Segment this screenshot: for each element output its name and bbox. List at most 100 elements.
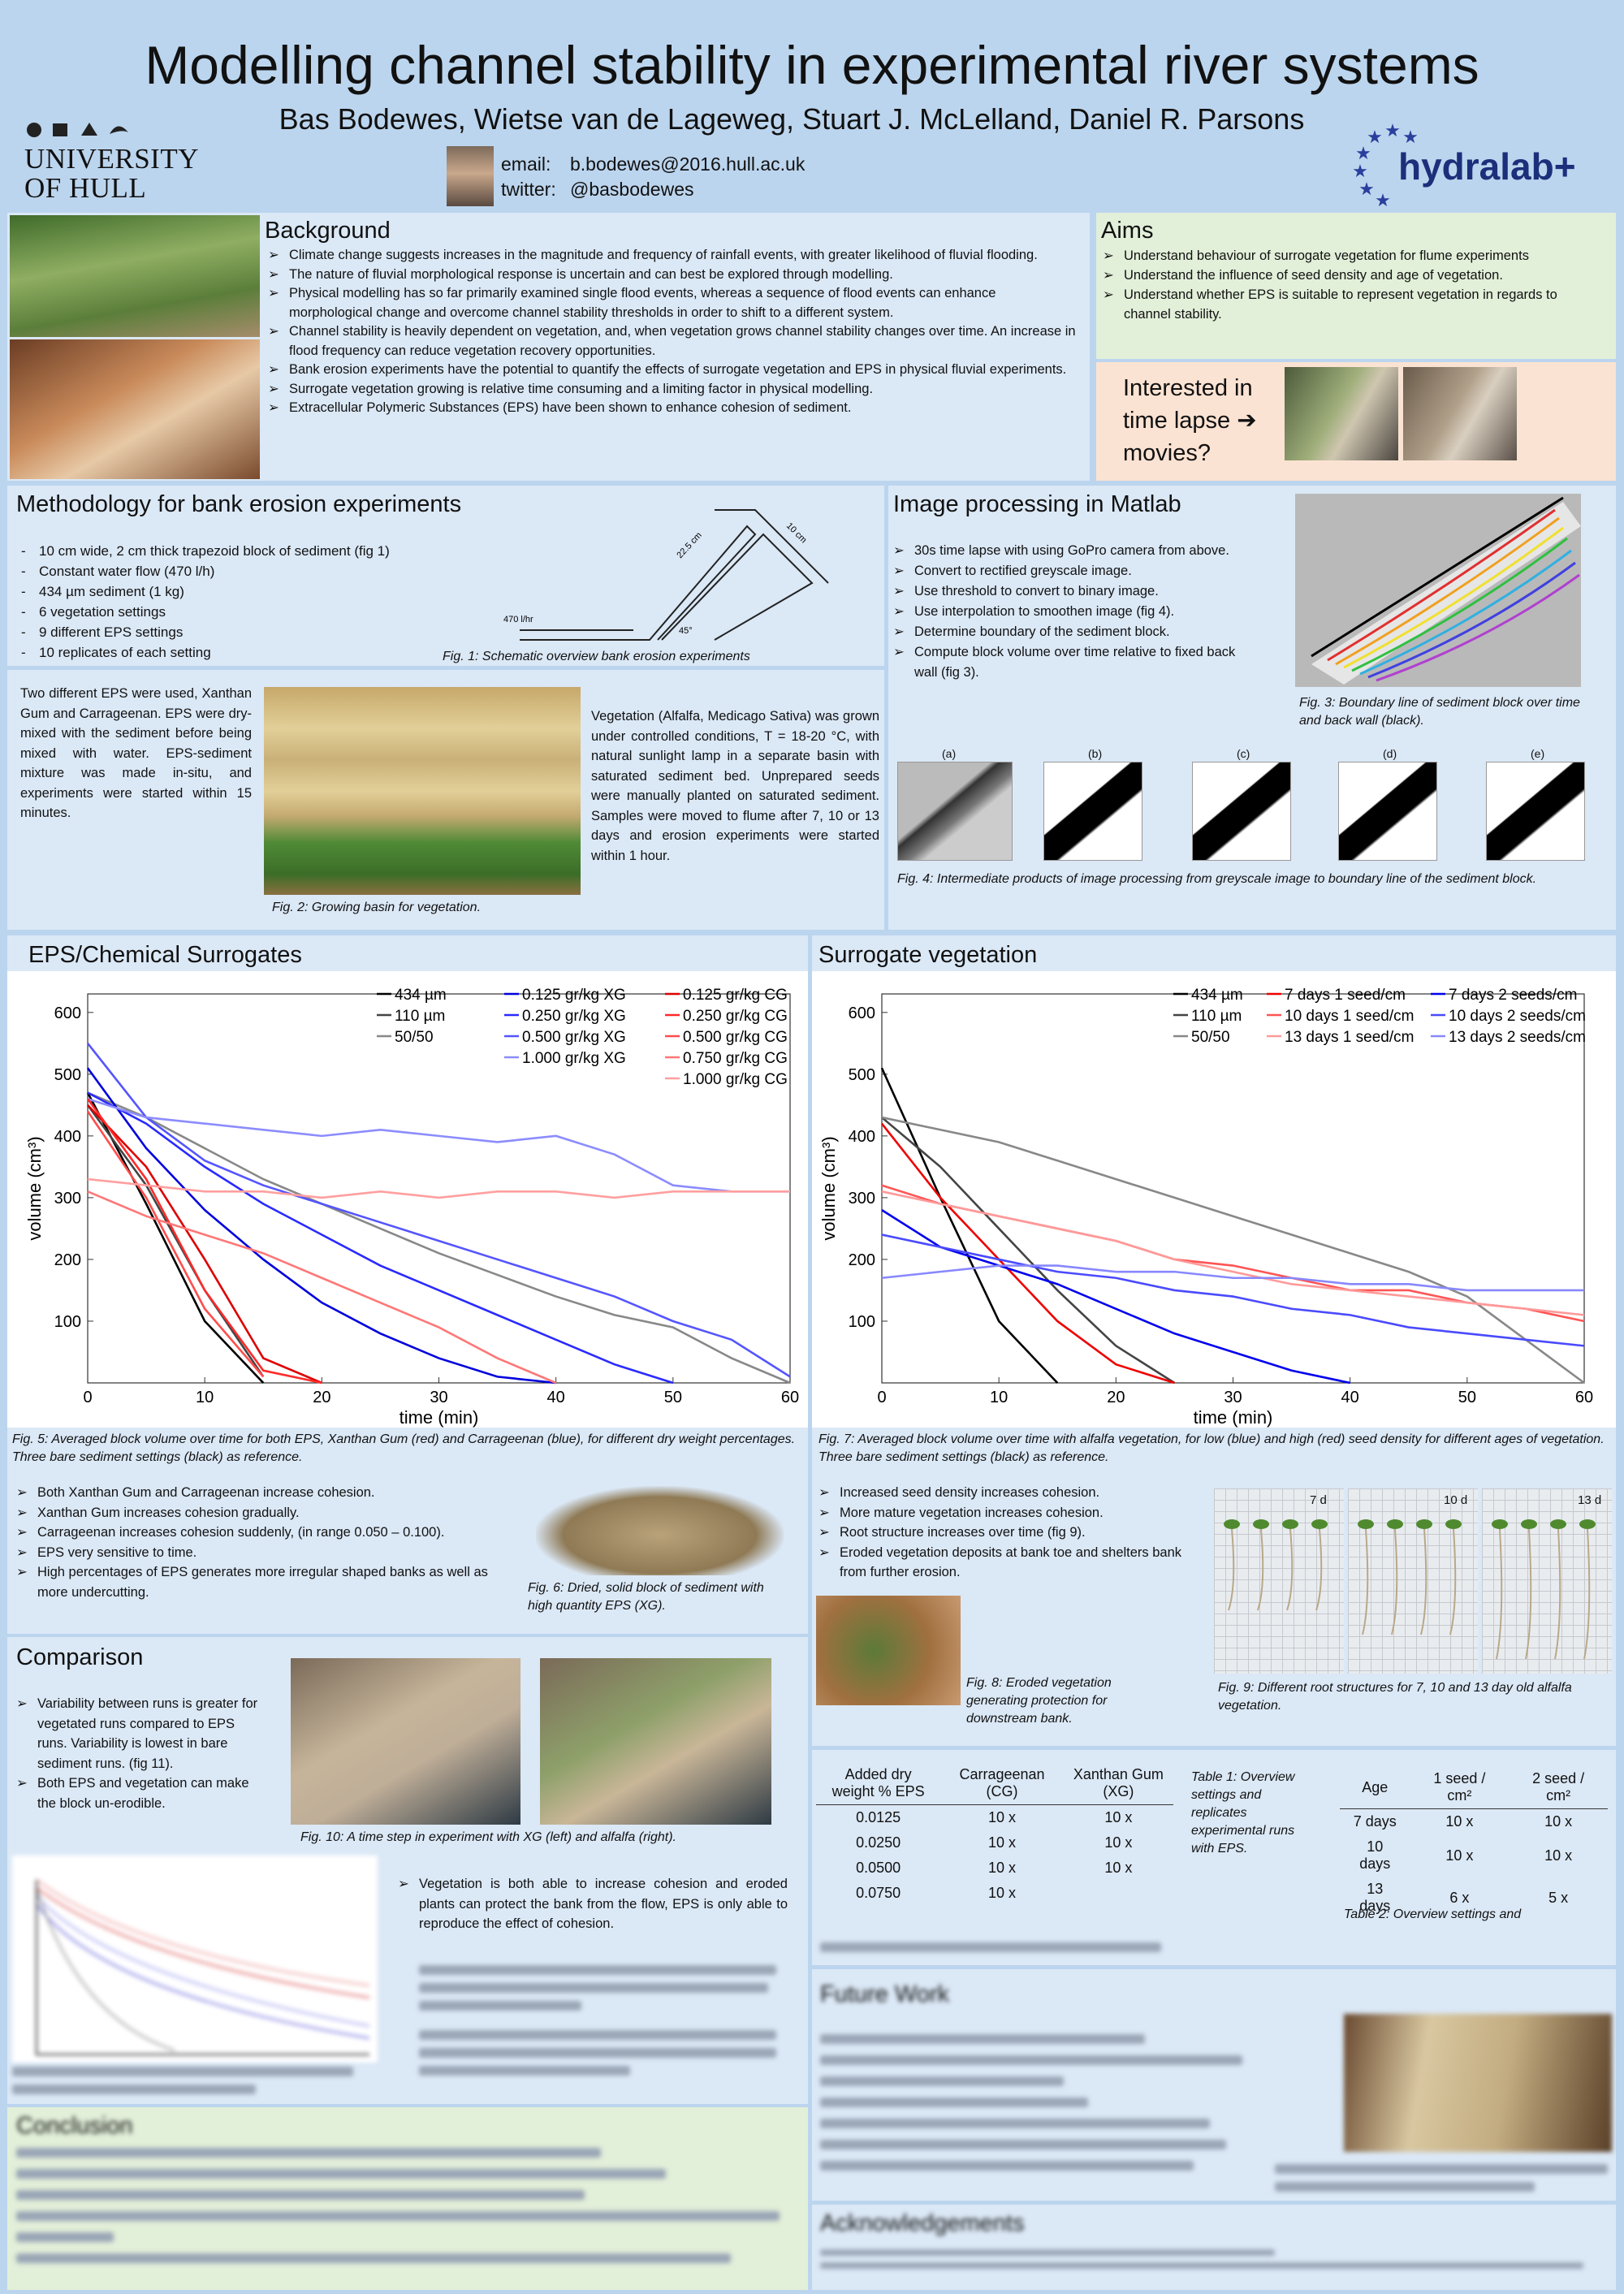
section-title: Future Work [820, 1981, 950, 2007]
list-item: The nature of fluvial morphological resp… [268, 266, 1080, 285]
list-item: Extracellular Polymeric Substances (EPS)… [268, 399, 1080, 418]
y-tick-label: 300 [849, 1190, 875, 1207]
figure-caption: Fig. 6: Dried, solid block of sediment w… [528, 1581, 764, 1613]
email[interactable]: b.bodewes@2016.hull.ac.uk [570, 153, 806, 175]
series-line [881, 1184, 1585, 1323]
leaf [1224, 1519, 1240, 1529]
svg-text:★: ★ [1355, 143, 1371, 163]
list-item: Understand behaviour of surrogate vegeta… [1103, 246, 1590, 266]
bullet-list: Increased seed density increases cohesio… [818, 1483, 1192, 1583]
panel-label: (c) [1237, 747, 1250, 760]
photo-growing-basin [264, 687, 581, 895]
legend-label: 10 days 2 seeds/cm [1449, 1008, 1586, 1025]
bullet-list: 30s time lapse with using GoPro camera f… [893, 541, 1242, 683]
figure-caption: Fig. 3: Boundary line of sediment block … [1299, 696, 1580, 728]
series-line [881, 1190, 1585, 1316]
timelapse-thumb[interactable] [1285, 367, 1398, 460]
diagram-label: 10 cm [784, 521, 809, 546]
series-line [86, 1104, 265, 1378]
list-item: Compute block volume over time relative … [893, 642, 1242, 683]
series-line [86, 1110, 265, 1378]
list-item: Channel stability is heavily dependent o… [268, 322, 1080, 361]
list-item: 10 cm wide, 2 cm thick trapezoid block o… [18, 541, 440, 561]
crest-icons [27, 123, 128, 137]
item-list: 10 cm wide, 2 cm thick trapezoid block o… [18, 541, 440, 663]
section-title: EPS/Chemical Surrogates [28, 942, 302, 968]
photo-vegetation [10, 215, 260, 337]
series-line [880, 1122, 1175, 1385]
svg-text:★: ★ [1352, 161, 1368, 181]
root [1228, 1528, 1235, 1611]
root-photo [1482, 1488, 1612, 1674]
legend-label: 0.125 gr/kg CG [683, 987, 788, 1004]
photo-erosion [10, 339, 260, 479]
diagram-label: 45° [679, 626, 693, 636]
eps-chart: 100 200 300 400 500 600 0 10 20 30 40 50 60 time (min… [7, 971, 808, 1428]
table-cell: 10 x [987, 1809, 1016, 1825]
legend-label: 434 µm [395, 987, 447, 1004]
legend-label: 434 µm [1191, 987, 1243, 1004]
series-line [881, 1233, 1585, 1347]
comparison-bullet: ➢ Vegetation is both able to increase coh… [398, 1874, 788, 1934]
leaf [1358, 1519, 1374, 1529]
eu-stars: ★ ★★★★★★ [1352, 120, 1419, 210]
timelapse-thumb[interactable] [1403, 367, 1517, 460]
legend-label: 13 days 1 seed/cm [1285, 1029, 1414, 1046]
figure-caption: Fig. 9: Different root structures for 7,… [1218, 1681, 1572, 1713]
y-tick-label: 200 [849, 1251, 875, 1269]
twitter[interactable]: @basbodewes [570, 179, 694, 200]
timelapse-link[interactable]: Interested in time lapse ➔ movies? [1123, 375, 1257, 466]
series-line [881, 1116, 1585, 1385]
series-line [87, 1104, 322, 1385]
section-title: Conclusion [16, 2113, 133, 2139]
legend-label: 0.750 gr/kg CG [683, 1050, 788, 1067]
list-item: 434 µm sediment (1 kg) [18, 581, 440, 602]
blurred-caption [12, 2067, 353, 2099]
root-drawing [1358, 1519, 1462, 1635]
table-row: 0.0125 10 x 10 x [816, 1805, 1173, 1831]
x-tick-label: 30 [1224, 1389, 1242, 1406]
leaf [1253, 1519, 1269, 1529]
plot-frame [881, 993, 1585, 1384]
x-tick-label: 50 [1458, 1389, 1476, 1406]
table-cell: 5 x [1548, 1889, 1569, 1906]
svg-text:★: ★ [1384, 120, 1401, 140]
svg-text:★: ★ [1367, 127, 1383, 147]
table-cell: 6 x [1449, 1889, 1470, 1906]
table-cell: 10 x [1544, 1847, 1573, 1864]
series-line [87, 1177, 790, 1199]
figure-caption: Fig. 1: Schematic overview bank erosion … [443, 650, 750, 663]
processing-image [1192, 762, 1291, 861]
list-item: 9 different EPS settings [18, 622, 440, 642]
photo-alfalfa-run [540, 1658, 771, 1825]
list-item: Constant water flow (470 l/h) [18, 561, 440, 581]
processing-image [1486, 762, 1585, 861]
boundary-figure [1295, 494, 1581, 687]
section-title: Image processing in Matlab [893, 491, 1181, 517]
leaf [1445, 1519, 1462, 1529]
legend-label: 0.250 gr/kg XG [522, 1008, 626, 1025]
panel-label: 7 d [1310, 1493, 1327, 1507]
y-tick-label: 500 [54, 1066, 81, 1084]
list-item: Variability between runs is greater for … [16, 1694, 260, 1773]
series-line [881, 1209, 1350, 1385]
figure-caption: Fig. 7: Averaged block volume over time … [818, 1432, 1605, 1464]
table-row: 13 days 6 x 5 x [1340, 1877, 1608, 1919]
bullet-list: Variability between runs is greater for … [16, 1694, 260, 1813]
table-header: 2 seed / cm² [1509, 1766, 1608, 1809]
table-row: 0.0750 10 x [816, 1881, 1173, 1906]
leaf [1550, 1519, 1566, 1529]
table: Added dry weight % EPS Carrageenan (CG) Xa… [816, 1762, 1173, 1906]
y-tick-label: 100 [849, 1313, 875, 1331]
list-item: Bank erosion experiments have the potent… [268, 361, 1080, 380]
root [1362, 1528, 1369, 1635]
legend-label: 0.250 gr/kg CG [683, 1008, 788, 1025]
bullet-marker: ➢ [398, 1877, 409, 1891]
root-photo [1214, 1488, 1344, 1674]
blurred-text [820, 2034, 1324, 2188]
root [1554, 1528, 1561, 1660]
leaf [1387, 1519, 1403, 1529]
bullet-text: Vegetation is both able to increase cohe… [419, 1877, 788, 1931]
x-tick-label: 20 [1107, 1389, 1125, 1406]
